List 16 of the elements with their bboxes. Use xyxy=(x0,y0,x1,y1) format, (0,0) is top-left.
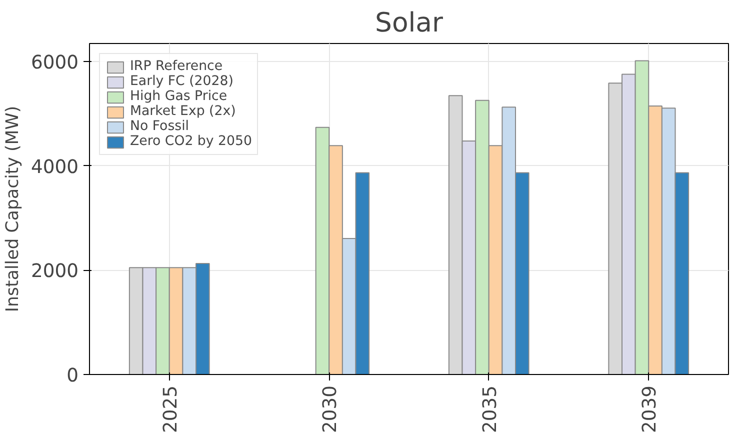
legend-label: Market Exp (2x) xyxy=(130,104,236,119)
legend-label: No Fossil xyxy=(130,119,190,134)
x-tick-label: 2030 xyxy=(320,385,342,433)
x-tick-label: 2025 xyxy=(160,385,182,433)
x-tick-label: 2035 xyxy=(480,385,501,433)
legend-label: IRP Reference xyxy=(130,59,223,74)
y-tick-label: 0 xyxy=(66,366,79,386)
legend-label: Zero CO2 by 2050 xyxy=(130,134,252,149)
legend-label: High Gas Price xyxy=(130,89,228,104)
y-axis-title: Installed Capacity (MW) xyxy=(3,106,24,312)
y-tick-label: 4000 xyxy=(31,156,79,178)
x-tick-label: 2039 xyxy=(640,385,661,433)
legend-label: Early FC (2028) xyxy=(130,74,234,89)
y-tick-label: 2000 xyxy=(31,261,79,282)
chart-title: Solar xyxy=(375,8,444,38)
y-tick-label: 6000 xyxy=(31,52,79,74)
